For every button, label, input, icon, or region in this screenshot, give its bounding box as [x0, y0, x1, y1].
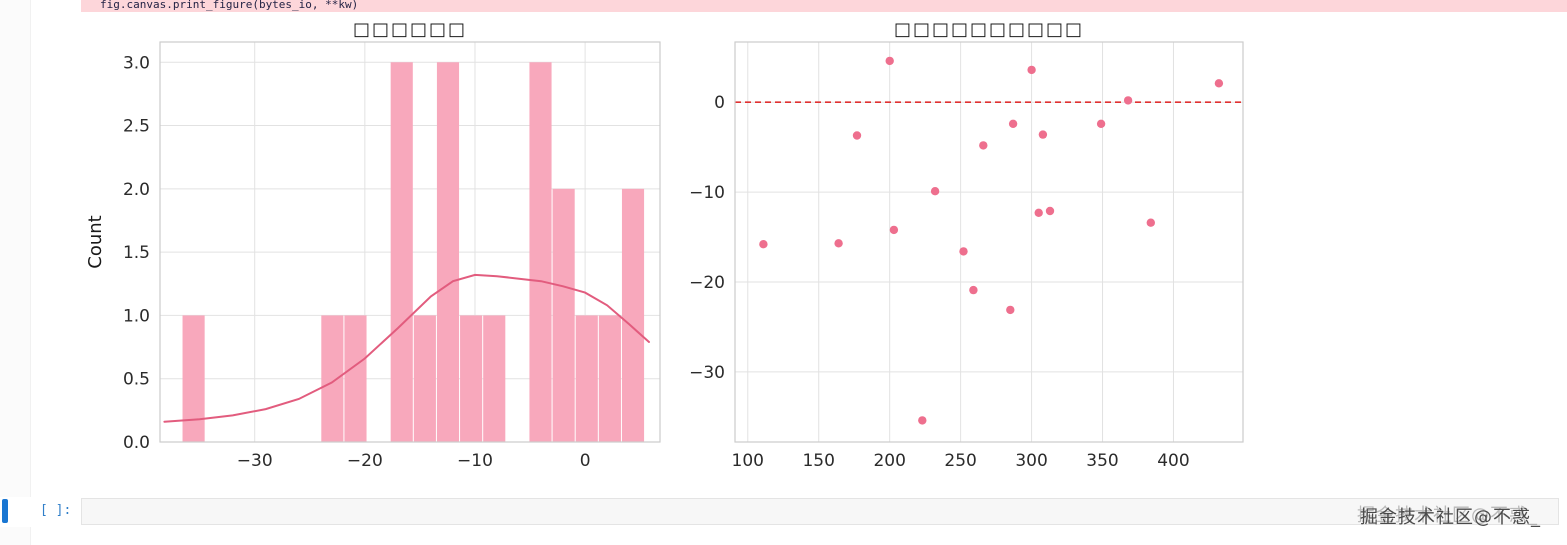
histogram-bar — [413, 315, 436, 442]
scatter-point — [1034, 208, 1043, 217]
histogram-bar — [436, 62, 460, 442]
y-tick-label: 0 — [714, 93, 725, 113]
scatter-point — [1008, 119, 1018, 128]
scatter-point — [1027, 65, 1036, 75]
scatter-point — [1123, 96, 1133, 105]
x-tick-label: 350 — [1086, 451, 1118, 471]
x-tick-label: −10 — [457, 451, 493, 471]
code-cell-input[interactable] — [81, 498, 1559, 525]
plot-border — [734, 41, 1244, 443]
empty-code-cell: [ ]: — [0, 497, 1567, 527]
y-tick-label: −20 — [690, 273, 725, 293]
juejin-watermark: 掘金技术社区@不惑_ — [1360, 507, 1541, 528]
y-tick-label: 3.0 — [123, 53, 150, 73]
x-tick-label: −20 — [347, 451, 383, 471]
x-tick-label: 300 — [1015, 451, 1047, 471]
scatter-point — [759, 240, 768, 249]
scatter-point — [1006, 305, 1015, 315]
histogram-bar — [483, 315, 506, 442]
x-tick-label: 200 — [873, 451, 905, 471]
scatter-point — [969, 285, 978, 295]
y-tick-label: 1.0 — [123, 306, 150, 326]
histogram-bar — [575, 315, 598, 442]
traceback-highlight-line: fig.canvas.print_figure(bytes_io, **kw) — [81, 0, 1567, 12]
y-tick-label: −10 — [690, 183, 725, 203]
selected-cell-indicator[interactable] — [2, 499, 8, 523]
scatter-point — [889, 225, 899, 235]
scatter-point — [834, 239, 843, 248]
scatter-point — [918, 416, 927, 425]
y-tick-label: 0.0 — [123, 433, 150, 453]
x-tick-label: 100 — [732, 451, 764, 471]
scatter-point — [959, 247, 968, 256]
histogram-bar — [321, 315, 344, 442]
residual-scatter-chart: 100 150 200 250 300 350 400 0 −10 −20 −30 □□□□□□□□□… — [690, 19, 1244, 471]
traceback-code-text: fig.canvas.print_figure(bytes_io, **kw) — [100, 0, 359, 11]
y-axis-label: Count — [85, 215, 106, 268]
matplotlib-figure: −30 −20 −10 0 0.0 0.5 1.0 1.5 2.0 2.5 3.0 □□□□□□ Cou… — [81, 13, 1371, 483]
scatter-point — [930, 187, 940, 196]
histogram-bar — [182, 315, 205, 442]
scatter-point — [885, 56, 894, 66]
y-tick-label: 2.5 — [123, 117, 150, 137]
cell-prompt: [ ]: — [40, 503, 72, 518]
x-tick-label: 400 — [1157, 451, 1189, 471]
x-tick-label: 150 — [802, 451, 834, 471]
y-tick-label: 1.5 — [123, 243, 150, 263]
scatter-point — [852, 131, 862, 140]
plot-border — [159, 41, 661, 443]
y-tick-label: −30 — [690, 363, 725, 383]
residual-histogram-chart: −30 −20 −10 0 0.0 0.5 1.0 1.5 2.0 2.5 3.0 □□□□□□ Cou… — [85, 19, 661, 471]
scatter-point — [1146, 218, 1155, 227]
histogram-bar — [552, 188, 575, 442]
scatter-point — [1045, 206, 1055, 216]
cell-output-area: −30 −20 −10 0 0.0 0.5 1.0 1.5 2.0 2.5 3.0 □□□□□□ Cou… — [81, 13, 1567, 490]
y-tick-label: 0.5 — [123, 370, 150, 390]
notebook-left-gutter — [0, 0, 31, 545]
scatter-point — [979, 141, 988, 150]
kde-curve — [163, 273, 650, 423]
y-tick-label: 2.0 — [123, 180, 150, 200]
chart-title: □□□□□□□□□□ — [894, 19, 1084, 40]
x-tick-label: 250 — [944, 451, 976, 471]
histogram-bar — [460, 315, 483, 442]
scatter-point — [1096, 119, 1106, 128]
scatter-point — [1214, 79, 1224, 88]
histogram-bar — [344, 315, 367, 442]
histogram-bar — [621, 188, 645, 442]
plot-background — [735, 42, 1243, 442]
histogram-bar — [390, 62, 413, 442]
chart-title: □□□□□□ — [353, 19, 467, 40]
x-tick-label: 0 — [580, 451, 591, 471]
histogram-bar — [529, 62, 552, 442]
scatter-point — [1038, 130, 1048, 139]
histogram-bar — [598, 315, 621, 442]
x-tick-label: −30 — [237, 451, 273, 471]
